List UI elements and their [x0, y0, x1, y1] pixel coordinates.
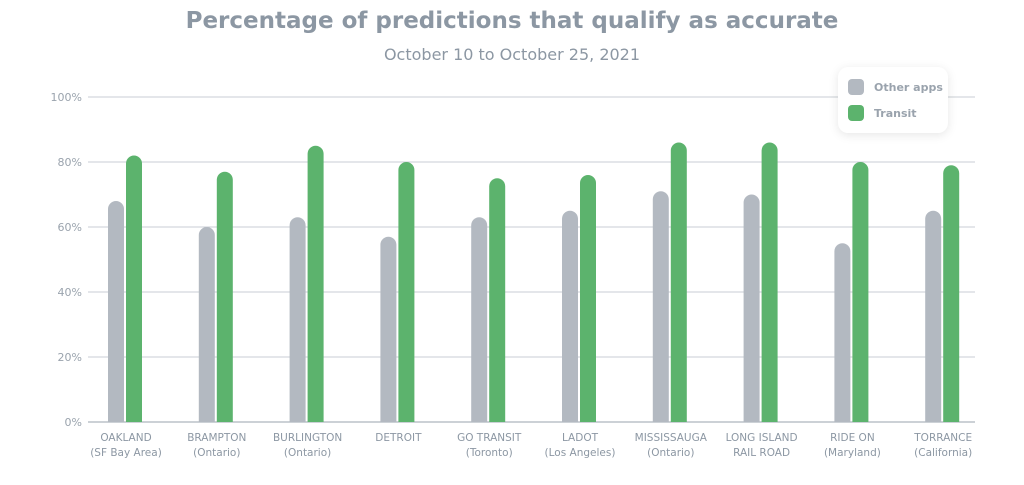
x-tick-label: TORRANCE [913, 432, 972, 444]
bar-transit [943, 165, 960, 422]
chart-subtitle: October 10 to October 25, 2021 [383, 45, 641, 64]
x-tick-label: (Ontario) [284, 447, 331, 459]
x-tick-label: (SF Bay Area) [90, 447, 162, 459]
legend-label: Transit [874, 106, 917, 120]
legend-swatch [848, 79, 864, 95]
x-tick-label: LONG ISLAND [726, 432, 798, 444]
bar-transit [126, 155, 142, 422]
x-tick-label: (California) [914, 447, 972, 459]
y-tick-label: 20% [58, 351, 82, 364]
bar-other-apps [108, 201, 124, 422]
legend-label: Other apps [874, 80, 943, 94]
y-tick-label: 100% [51, 91, 82, 104]
x-tick-label: DETROIT [375, 432, 422, 444]
legend: Other apps Transit [838, 67, 948, 133]
legend-item-transit: Transit [848, 105, 917, 121]
y-tick-label: 40% [58, 286, 82, 299]
bar-transit [670, 142, 687, 422]
bar-other-apps [562, 210, 578, 422]
y-tick-label: 60% [58, 221, 82, 234]
bar-transit [307, 145, 324, 422]
x-tick-label: (Los Angeles) [545, 447, 616, 459]
legend-swatch [848, 105, 864, 121]
x-tick-label: OAKLAND [100, 432, 151, 444]
x-tick-label: (Ontario) [647, 447, 694, 459]
y-tick-label: 80% [58, 156, 82, 169]
bar-transit [216, 171, 233, 422]
bar-other-apps [925, 210, 942, 422]
bar-transit [852, 162, 869, 422]
bar-other-apps [380, 236, 397, 422]
x-tick-label: (Toronto) [466, 447, 513, 459]
x-tick-label: LADOT [562, 432, 599, 444]
bar-other-apps [743, 194, 760, 422]
bar-transit [580, 175, 596, 422]
bar-other-apps [289, 217, 306, 422]
bar-transit [398, 162, 415, 422]
y-tick-label: 0% [65, 416, 82, 429]
bar-other-apps [652, 191, 669, 422]
x-tick-label: (Maryland) [824, 447, 881, 459]
legend-item-other-apps: Other apps [848, 79, 943, 95]
x-tick-label: GO TRANSIT [457, 432, 522, 444]
bar-other-apps [471, 217, 488, 422]
chart-title: Percentage of predictions that qualify a… [185, 8, 839, 34]
x-tick-label: RAIL ROAD [733, 447, 790, 459]
x-tick-label: BURLINGTON [273, 432, 342, 444]
x-tick-label: MISSISSAUGA [635, 432, 708, 444]
x-tick-label: BRAMPTON [187, 432, 246, 444]
bar-transit [489, 178, 506, 422]
x-tick-label: RIDE ON [830, 432, 875, 444]
x-tick-label: (Ontario) [193, 447, 240, 459]
bar-transit [761, 142, 778, 422]
bar-other-apps [198, 227, 215, 422]
bar-other-apps [834, 243, 851, 422]
